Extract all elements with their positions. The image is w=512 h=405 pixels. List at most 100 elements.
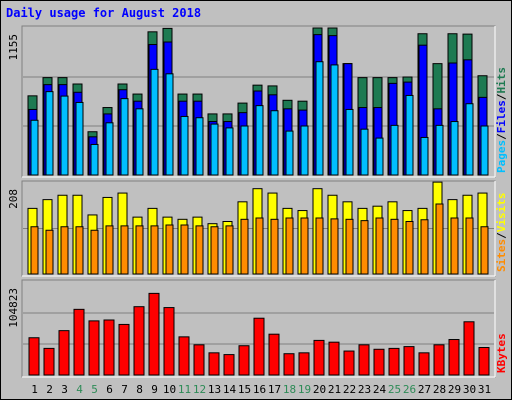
tick-label: 14 xyxy=(223,383,237,396)
axis-max-label: 208 xyxy=(7,189,20,209)
bar-pages xyxy=(210,123,219,176)
tick-label: 7 xyxy=(121,383,128,396)
bar-kbytes xyxy=(148,292,160,376)
tick-label: 22 xyxy=(343,383,356,396)
legend-entry: Sites xyxy=(495,239,508,272)
bar-sites xyxy=(255,217,264,275)
bar-pages xyxy=(105,122,114,176)
bar-kbytes xyxy=(193,344,205,376)
bar-sites xyxy=(60,226,69,275)
bar-pages xyxy=(480,125,489,176)
bar-kbytes xyxy=(88,320,100,376)
bar-pages xyxy=(165,73,174,176)
tick-label: 28 xyxy=(433,383,446,396)
tick-label: 3 xyxy=(61,383,68,396)
bar-pages xyxy=(360,128,369,176)
bar-pages xyxy=(75,101,84,176)
bar-pages xyxy=(270,110,279,176)
tick-label: 23 xyxy=(358,383,371,396)
bar-sites xyxy=(195,225,204,275)
bar-sites xyxy=(135,225,144,275)
bar-kbytes xyxy=(358,344,370,376)
bar-pages xyxy=(375,137,384,176)
legend-entry: / xyxy=(495,93,508,100)
bar-pages xyxy=(150,68,159,176)
bar-pages xyxy=(435,124,444,176)
axis-max-label: 104823 xyxy=(7,288,20,328)
tick-label: 1 xyxy=(31,383,38,396)
tick-label: 13 xyxy=(208,383,221,396)
chart-title: Daily usage for August 2018 xyxy=(6,6,201,20)
bar-sites xyxy=(165,224,174,275)
bar-kbytes xyxy=(118,323,130,376)
bar-kbytes xyxy=(313,339,325,376)
tick-label: 15 xyxy=(238,383,251,396)
x-axis-labels: 1 2 3 4 5 6 7 8 9 10 11 12 13 14 15 16 17 18 19 20 21 22 23 24 2… xyxy=(31,383,491,396)
bar-pages xyxy=(135,108,144,176)
tick-label: 12 xyxy=(193,383,206,396)
bar-pages xyxy=(345,108,354,176)
bar-kbytes xyxy=(103,319,115,376)
bar-pages xyxy=(285,130,294,176)
tick-label: 6 xyxy=(106,383,113,396)
bar-sites xyxy=(330,218,339,275)
bar-kbytes xyxy=(178,336,190,376)
bar-sites xyxy=(45,229,54,275)
bar-kbytes xyxy=(73,308,85,376)
bar-pages xyxy=(240,125,249,176)
bar-sites xyxy=(285,217,294,275)
bar-pages xyxy=(330,64,339,176)
bar-sites xyxy=(270,218,279,275)
bar-kbytes xyxy=(223,354,235,376)
bar-kbytes xyxy=(463,321,475,376)
bar-kbytes xyxy=(478,346,490,376)
bar-pages xyxy=(45,91,54,176)
tick-label: 5 xyxy=(91,383,98,396)
bar-pages xyxy=(405,94,414,176)
tick-label: 24 xyxy=(373,383,387,396)
bar-kbytes xyxy=(448,339,460,376)
bar-kbytes xyxy=(433,344,445,376)
tick-label: 25 xyxy=(388,383,401,396)
bar-kbytes xyxy=(43,347,55,376)
tick-label: 4 xyxy=(76,383,83,396)
bar-sites xyxy=(300,217,309,275)
bar-sites xyxy=(90,229,99,275)
tick-label: 30 xyxy=(463,383,476,396)
legend-hits-files-pages: Pages/Files/Hits xyxy=(495,67,508,173)
bar-kbytes xyxy=(238,345,250,376)
bar-sites xyxy=(180,224,189,275)
tick-label: 10 xyxy=(163,383,176,396)
tick-label: 11 xyxy=(178,383,191,396)
bar-sites xyxy=(465,217,474,275)
bar-pages xyxy=(450,121,459,176)
bar-sites xyxy=(450,217,459,275)
bar-pages xyxy=(90,143,99,176)
tick-label: 31 xyxy=(478,383,491,396)
tick-label: 9 xyxy=(151,383,158,396)
tick-label: 26 xyxy=(403,383,416,396)
bar-sites xyxy=(315,217,324,275)
bar-pages xyxy=(315,61,324,176)
bar-pages xyxy=(180,115,189,176)
panel-visits-sites: 208 Sites/Visits xyxy=(7,180,508,277)
legend-entry: / xyxy=(495,232,508,239)
bar-kbytes xyxy=(268,333,280,376)
tick-label: 2 xyxy=(46,383,53,396)
bar-sites xyxy=(210,226,219,275)
bar-kbytes xyxy=(163,307,175,376)
bar-kbytes xyxy=(283,353,295,376)
bar-kbytes xyxy=(388,347,400,376)
bar-kbytes xyxy=(298,352,310,376)
bar-sites xyxy=(150,225,159,275)
bar-sites xyxy=(405,221,414,275)
bar-pages xyxy=(465,103,474,176)
bar-sites xyxy=(390,218,399,275)
tick-label: 8 xyxy=(136,383,143,396)
legend-visits-sites: Sites/Visits xyxy=(495,193,508,273)
bar-sites xyxy=(120,225,129,275)
